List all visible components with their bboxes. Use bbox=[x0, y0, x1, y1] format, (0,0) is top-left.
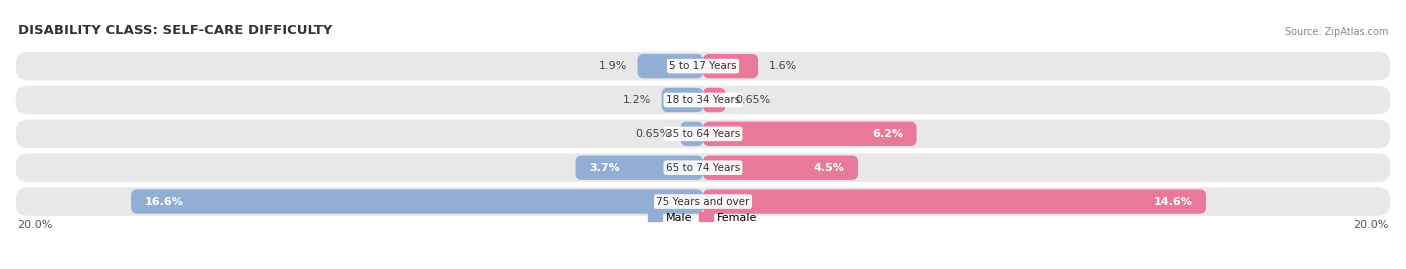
FancyBboxPatch shape bbox=[681, 122, 703, 146]
FancyBboxPatch shape bbox=[15, 86, 1391, 114]
Text: 5 to 17 Years: 5 to 17 Years bbox=[669, 61, 737, 71]
FancyBboxPatch shape bbox=[575, 155, 703, 180]
FancyBboxPatch shape bbox=[15, 52, 1391, 80]
FancyBboxPatch shape bbox=[131, 189, 703, 214]
Text: 4.5%: 4.5% bbox=[813, 163, 844, 173]
Text: 6.2%: 6.2% bbox=[872, 129, 903, 139]
Text: 20.0%: 20.0% bbox=[17, 220, 53, 229]
Text: 1.6%: 1.6% bbox=[769, 61, 797, 71]
Text: 1.2%: 1.2% bbox=[623, 95, 651, 105]
Legend: Male, Female: Male, Female bbox=[644, 208, 762, 227]
Text: 35 to 64 Years: 35 to 64 Years bbox=[666, 129, 740, 139]
Text: 0.65%: 0.65% bbox=[636, 129, 671, 139]
FancyBboxPatch shape bbox=[703, 189, 1206, 214]
Text: 20.0%: 20.0% bbox=[1353, 220, 1389, 229]
Text: 65 to 74 Years: 65 to 74 Years bbox=[666, 163, 740, 173]
FancyBboxPatch shape bbox=[703, 88, 725, 112]
FancyBboxPatch shape bbox=[703, 54, 758, 78]
Text: 1.9%: 1.9% bbox=[599, 61, 627, 71]
FancyBboxPatch shape bbox=[703, 155, 858, 180]
Text: 0.65%: 0.65% bbox=[735, 95, 770, 105]
FancyBboxPatch shape bbox=[15, 120, 1391, 148]
Text: Source: ZipAtlas.com: Source: ZipAtlas.com bbox=[1285, 27, 1389, 37]
Text: DISABILITY CLASS: SELF-CARE DIFFICULTY: DISABILITY CLASS: SELF-CARE DIFFICULTY bbox=[17, 24, 332, 37]
FancyBboxPatch shape bbox=[703, 122, 917, 146]
FancyBboxPatch shape bbox=[15, 187, 1391, 216]
FancyBboxPatch shape bbox=[662, 88, 703, 112]
Text: 75 Years and over: 75 Years and over bbox=[657, 197, 749, 207]
FancyBboxPatch shape bbox=[637, 54, 703, 78]
FancyBboxPatch shape bbox=[15, 154, 1391, 182]
Text: 18 to 34 Years: 18 to 34 Years bbox=[666, 95, 740, 105]
Text: 16.6%: 16.6% bbox=[145, 197, 184, 207]
Text: 14.6%: 14.6% bbox=[1153, 197, 1192, 207]
Text: 3.7%: 3.7% bbox=[589, 163, 620, 173]
